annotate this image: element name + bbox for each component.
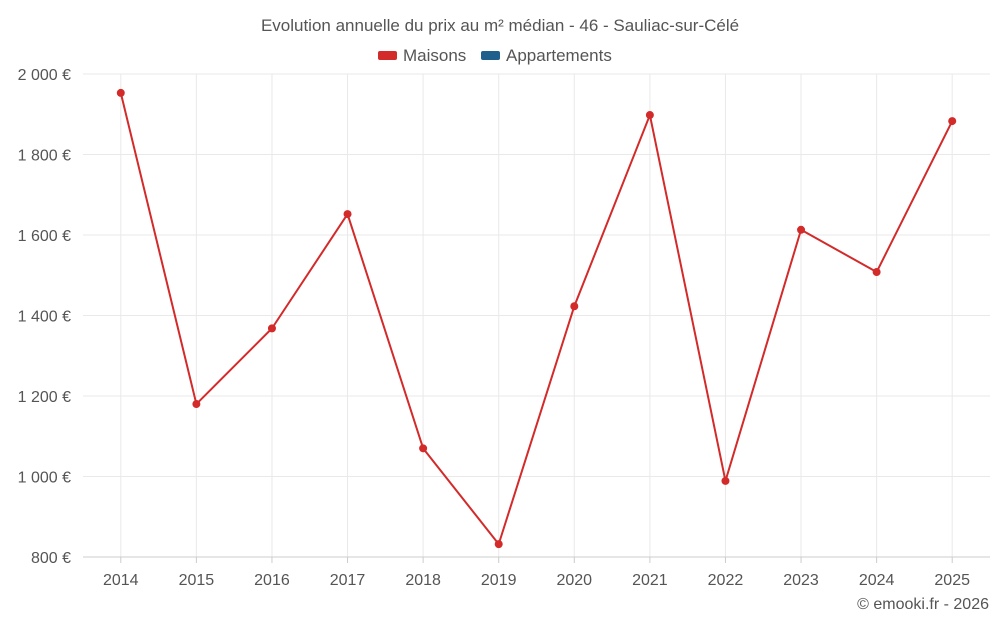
- x-tick-label: 2025: [934, 572, 970, 589]
- x-tick-label: 2020: [556, 572, 592, 589]
- y-tick-label: 800 €: [31, 550, 71, 567]
- x-tick-label: 2021: [632, 572, 668, 589]
- x-tick-label: 2023: [783, 572, 819, 589]
- legend-swatch-appartements: [481, 51, 500, 60]
- data-point-2025[interactable]: [948, 117, 957, 126]
- data-point-2024[interactable]: [872, 268, 881, 277]
- x-tick-label: 2019: [481, 572, 517, 589]
- series-maisons: [116, 88, 957, 549]
- x-tick-label: 2014: [103, 572, 139, 589]
- legend-swatch-maisons: [378, 51, 397, 60]
- data-point-2020[interactable]: [570, 302, 579, 311]
- y-tick-label: 1 800 €: [18, 148, 71, 165]
- data-point-2019[interactable]: [494, 540, 503, 549]
- legend-item-appartements[interactable]: Appartements: [481, 46, 612, 65]
- grid: [83, 73, 990, 558]
- x-tick-label: 2017: [330, 572, 366, 589]
- y-tick-label: 1 200 €: [18, 389, 71, 406]
- legend-item-maisons[interactable]: Maisons: [378, 46, 466, 65]
- y-tick-label: 1 600 €: [18, 228, 71, 245]
- y-tick-label: 2 000 €: [18, 67, 71, 84]
- axes: 800 € 1 000 € 1 200 € 1 400 € 1 600 € 1 800 €…: [18, 67, 990, 589]
- data-point-2018[interactable]: [419, 444, 428, 453]
- x-tick-label: 2016: [254, 572, 290, 589]
- x-tick-label: 2024: [859, 572, 895, 589]
- data-point-2014[interactable]: [116, 88, 125, 97]
- legend: Maisons Appartements: [378, 46, 612, 65]
- series-line-maisons: [119, 92, 954, 546]
- x-tick-label: 2018: [405, 572, 441, 589]
- chart-title: Evolution annuelle du prix au m² médian …: [261, 16, 739, 35]
- data-point-2023[interactable]: [797, 225, 806, 234]
- y-tick-label: 1 000 €: [18, 470, 71, 487]
- legend-label-maisons: Maisons: [403, 46, 466, 65]
- legend-label-appartements: Appartements: [506, 46, 612, 65]
- data-point-2017[interactable]: [343, 210, 352, 219]
- x-tick-label: 2015: [179, 572, 215, 589]
- credit-text: © emooki.fr - 2026: [857, 596, 989, 613]
- data-point-2021[interactable]: [645, 111, 654, 120]
- y-tick-label: 1 400 €: [18, 309, 71, 326]
- data-point-2015[interactable]: [192, 400, 201, 409]
- data-point-2016[interactable]: [267, 324, 276, 333]
- x-tick-label: 2022: [708, 572, 744, 589]
- data-point-2022[interactable]: [721, 476, 730, 485]
